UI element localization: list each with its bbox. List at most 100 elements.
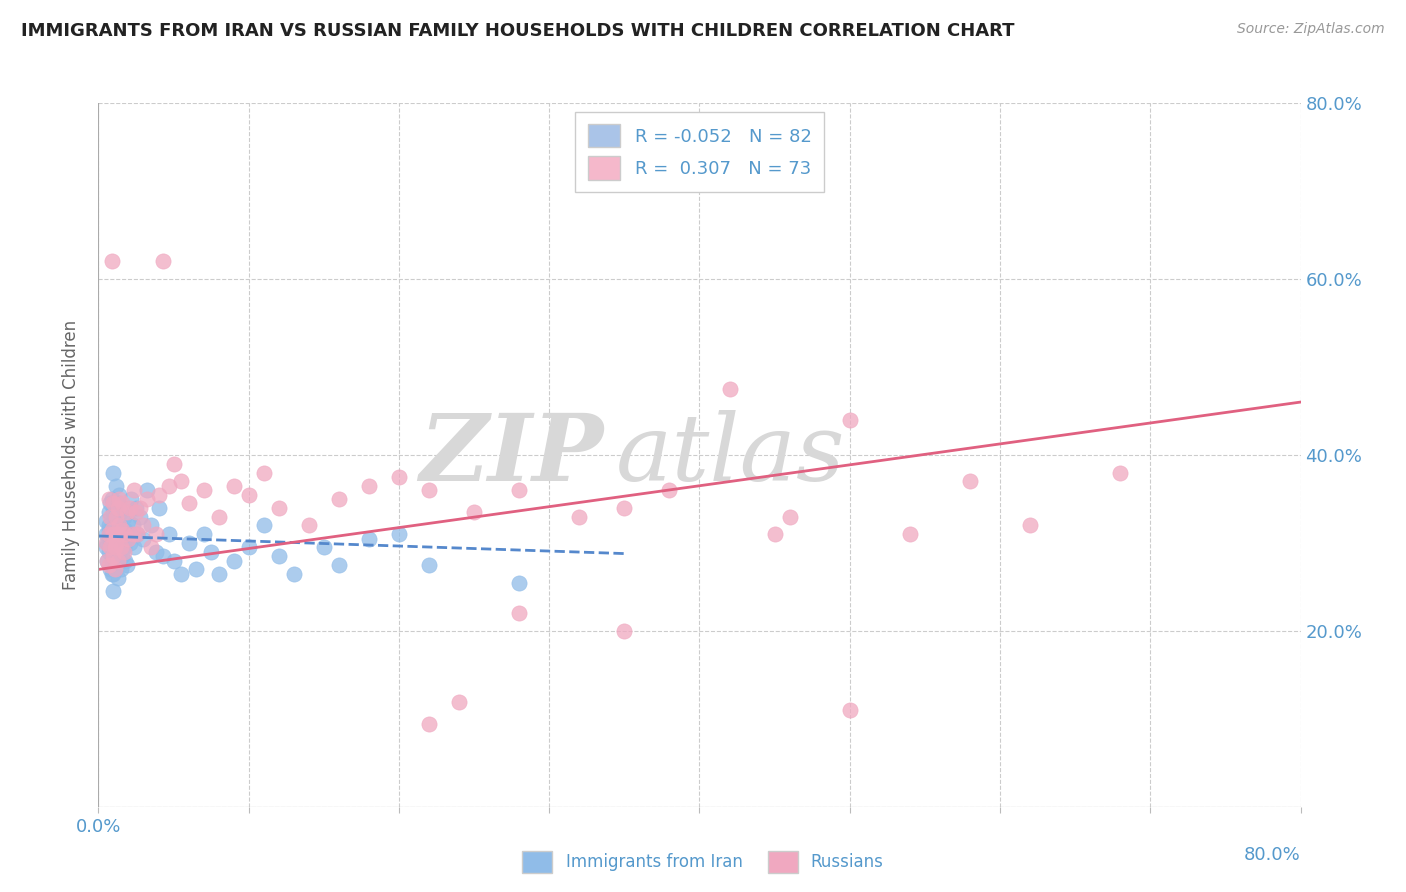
Y-axis label: Family Households with Children: Family Households with Children [62, 320, 80, 590]
Point [838, 703, 860, 717]
Point [110, 505, 132, 519]
Point [162, 457, 184, 471]
Point [96, 553, 118, 568]
Point [125, 505, 148, 519]
Point [418, 483, 440, 498]
Point [508, 607, 530, 621]
Point [129, 509, 152, 524]
Point [114, 523, 136, 537]
Point [124, 483, 146, 498]
Point [101, 545, 124, 559]
Point [122, 518, 145, 533]
Point [208, 509, 231, 524]
Point [763, 527, 786, 541]
Point [110, 562, 132, 576]
Legend: R = -0.052   N = 82, R =  0.307   N = 73: R = -0.052 N = 82, R = 0.307 N = 73 [575, 112, 824, 193]
Point [103, 505, 125, 519]
Point [117, 532, 139, 546]
Point [104, 509, 127, 524]
Legend: Immigrants from Iran, Russians: Immigrants from Iran, Russians [516, 845, 890, 880]
Point [107, 523, 129, 537]
Point [388, 470, 411, 484]
Point [298, 518, 321, 533]
Point [718, 382, 741, 396]
Point [94, 541, 117, 555]
Text: atlas: atlas [616, 410, 845, 500]
Point [105, 505, 128, 519]
Point [447, 694, 470, 708]
Point [105, 536, 128, 550]
Point [111, 496, 134, 510]
Point [135, 491, 157, 506]
Point [114, 527, 136, 541]
Point [898, 527, 921, 541]
Point [222, 479, 245, 493]
Point [107, 500, 129, 515]
Text: Source: ZipAtlas.com: Source: ZipAtlas.com [1237, 22, 1385, 37]
Point [238, 487, 260, 501]
Point [108, 487, 131, 501]
Point [132, 518, 155, 533]
Point [170, 566, 193, 581]
Point [103, 549, 125, 564]
Point [152, 549, 174, 564]
Point [328, 491, 350, 506]
Point [97, 505, 120, 519]
Point [157, 527, 180, 541]
Point [508, 575, 530, 590]
Point [115, 532, 138, 546]
Point [100, 536, 122, 550]
Point [613, 624, 636, 639]
Point [193, 527, 215, 541]
Point [115, 505, 138, 519]
Point [177, 496, 200, 510]
Point [97, 527, 120, 541]
Point [127, 527, 149, 541]
Point [110, 541, 132, 555]
Point [96, 536, 118, 550]
Point [100, 541, 122, 555]
Point [97, 523, 120, 537]
Point [108, 549, 131, 564]
Point [1019, 518, 1042, 533]
Point [111, 549, 134, 564]
Point [114, 553, 136, 568]
Point [103, 496, 125, 510]
Point [103, 466, 125, 480]
Point [115, 558, 138, 572]
Point [1109, 466, 1132, 480]
Point [112, 509, 135, 524]
Point [418, 558, 440, 572]
Point [100, 496, 122, 510]
Point [97, 518, 120, 533]
Point [112, 541, 135, 555]
Point [108, 518, 131, 533]
Point [267, 500, 290, 515]
Point [108, 491, 131, 506]
Text: IMMIGRANTS FROM IRAN VS RUSSIAN FAMILY HOUSEHOLDS WITH CHILDREN CORRELATION CHAR: IMMIGRANTS FROM IRAN VS RUSSIAN FAMILY H… [21, 22, 1015, 40]
Point [148, 487, 170, 501]
Point [267, 549, 290, 564]
Point [253, 518, 276, 533]
Point [101, 523, 124, 537]
Point [103, 566, 125, 581]
Point [170, 475, 193, 489]
Point [124, 541, 146, 555]
Point [162, 553, 184, 568]
Point [110, 527, 132, 541]
Point [132, 532, 155, 546]
Point [107, 571, 129, 585]
Point [127, 527, 149, 541]
Text: ZIP: ZIP [419, 410, 603, 500]
Point [222, 553, 245, 568]
Point [139, 518, 162, 533]
Point [121, 491, 143, 506]
Point [104, 562, 127, 576]
Point [388, 527, 411, 541]
Point [779, 509, 801, 524]
Point [105, 532, 128, 546]
Point [145, 527, 167, 541]
Point [103, 545, 125, 559]
Point [152, 254, 174, 268]
Point [613, 500, 636, 515]
